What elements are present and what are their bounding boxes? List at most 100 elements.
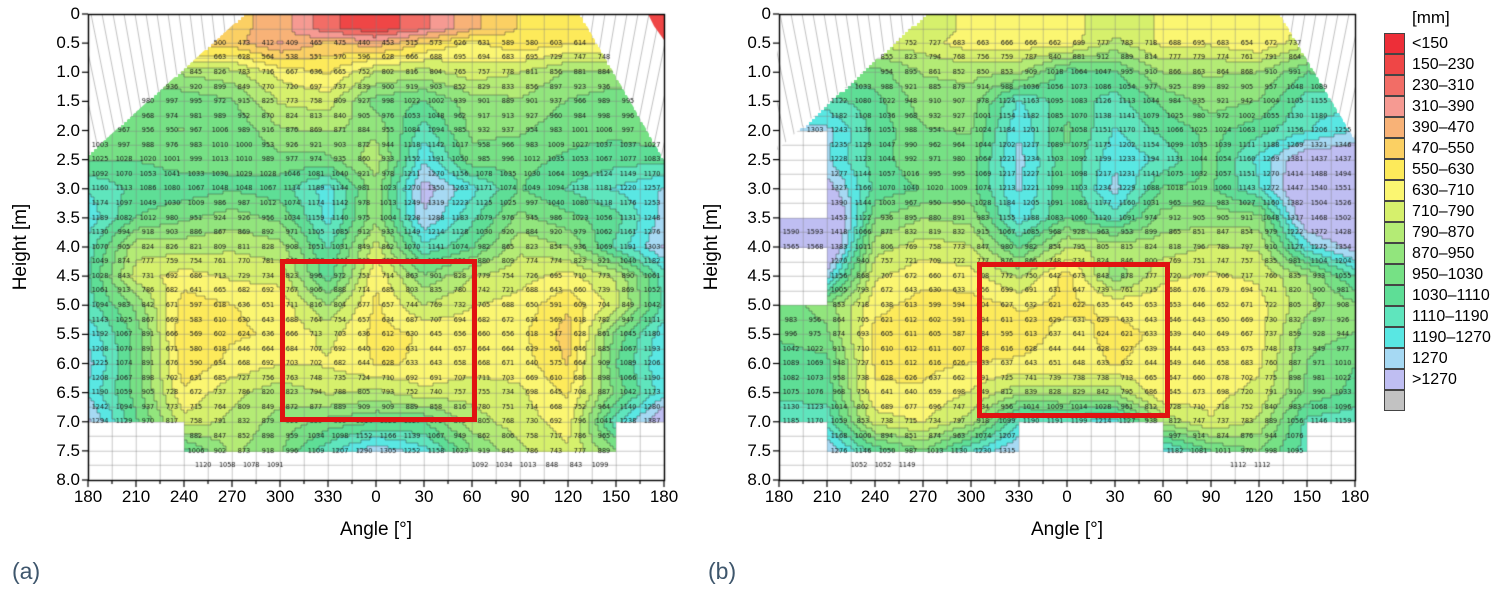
legend-swatch (1384, 33, 1405, 54)
y-tick-label: 4.0 (56, 237, 80, 256)
x-axis-label-a: Angle [°] (339, 519, 413, 540)
y-tick-label: 0 (761, 4, 771, 23)
legend-label: 310–390 (1412, 98, 1475, 115)
y-tick-label: 7.0 (747, 411, 771, 431)
x-tick-label: 90 (1201, 487, 1221, 506)
legend-label: 790–870 (1412, 224, 1475, 241)
x-tick-label: 270 (908, 487, 938, 506)
roi-box-a (280, 258, 477, 422)
x-tick-label: 30 (414, 487, 434, 506)
legend-swatch (1384, 327, 1405, 348)
legend-label: 150–230 (1412, 56, 1475, 73)
y-tick-label: 3.0 (56, 178, 80, 198)
y-tick-label: 2.0 (56, 120, 80, 140)
x-tick-label: 60 (1153, 487, 1173, 506)
x-tick-label: 240 (860, 487, 890, 506)
legend-label: 630–710 (1412, 182, 1475, 199)
x-tick-label: 210 (812, 487, 842, 506)
y-tick-label: 5.0 (56, 295, 80, 315)
y-tick-label: 3.5 (747, 207, 771, 227)
legend-swatch (1384, 159, 1405, 180)
legend-swatch (1384, 243, 1405, 264)
y-tick-label: 1.0 (747, 62, 771, 82)
legend-swatch (1384, 117, 1405, 138)
legend-swatch (1384, 348, 1405, 369)
x-tick-label: 240 (169, 487, 199, 506)
legend-label: 390–470 (1412, 119, 1475, 136)
y-tick-label: 5.5 (56, 324, 80, 344)
legend-swatch (1384, 285, 1405, 306)
y-tick-label: 6.0 (747, 353, 771, 373)
legend-swatch (1384, 369, 1405, 390)
y-tick-label: 8.0 (747, 470, 771, 489)
x-tick-label: 300 (265, 487, 295, 506)
legend-label: 1030–1110 (1412, 287, 1490, 304)
y-tick-label: 2.5 (56, 149, 80, 169)
legend-label: 230–310 (1412, 77, 1475, 94)
legend-title: [mm] (1412, 8, 1450, 27)
y-tick-label: 2.5 (747, 149, 771, 169)
legend-swatch (1384, 201, 1405, 222)
legend-swatch (1384, 138, 1405, 159)
legend-label: >1270 (1412, 371, 1457, 388)
x-tick-label: 330 (313, 487, 343, 506)
legend-swatch (1384, 264, 1405, 285)
x-tick-label: 0 (371, 487, 381, 506)
y-tick-label: 2.0 (747, 120, 771, 140)
legend-swatch (1384, 75, 1405, 96)
panel-label-b: (b) (708, 558, 737, 584)
legend-label: 710–790 (1412, 203, 1475, 220)
x-tick-label: 120 (553, 487, 583, 506)
legend-label: 470–550 (1412, 140, 1475, 157)
y-tick-label: 4.5 (747, 266, 771, 286)
legend-label: 1110–1190 (1412, 308, 1489, 325)
y-tick-label: 6.0 (56, 353, 80, 373)
y-tick-label: 4.0 (747, 237, 771, 256)
legend-swatch (1384, 96, 1405, 117)
x-tick-label: 180 (73, 487, 103, 506)
legend-swatch (1384, 306, 1405, 327)
legend-label: 550–630 (1412, 161, 1475, 178)
x-tick-label: 150 (1292, 487, 1322, 506)
y-tick-label: 7.5 (747, 440, 771, 460)
x-tick-label: 180 (1340, 487, 1370, 506)
x-tick-label: 270 (217, 487, 247, 506)
y-tick-label: 3.5 (56, 207, 80, 227)
legend-label: 1190–1270 (1412, 329, 1491, 346)
legend-swatch (1384, 54, 1405, 75)
x-tick-label: 330 (1004, 487, 1034, 506)
legend-label: 1270 (1412, 350, 1448, 367)
y-tick-label: 6.5 (56, 382, 80, 402)
legend-swatch (1384, 222, 1405, 243)
x-tick-label: 120 (1244, 487, 1274, 506)
x-tick-label: 210 (121, 487, 151, 506)
x-tick-label: 0 (1062, 487, 1072, 506)
y-tick-label: 6.5 (747, 382, 771, 402)
x-axis-label-b: Angle [°] (1030, 519, 1104, 540)
legend-label: <150 (1412, 35, 1449, 52)
x-tick-label: 150 (601, 487, 631, 506)
x-tick-label: 300 (956, 487, 986, 506)
x-tick-label: 180 (764, 487, 794, 506)
y-tick-label: 7.0 (56, 411, 80, 431)
y-tick-label: 0.5 (747, 33, 771, 53)
legend-swatch (1384, 180, 1405, 201)
x-tick-label: 90 (510, 487, 530, 506)
x-tick-label: 60 (462, 487, 482, 506)
y-tick-label: 1.5 (56, 91, 80, 111)
y-tick-label: 0 (70, 4, 80, 23)
y-tick-label: 0.5 (56, 33, 80, 53)
y-tick-label: 1.0 (56, 62, 80, 82)
legend-label: 870–950 (1412, 245, 1475, 262)
legend-swatch (1384, 390, 1405, 411)
x-tick-label: 180 (649, 487, 679, 506)
y-tick-label: 1.5 (747, 91, 771, 111)
y-tick-label: 5.5 (747, 324, 771, 344)
roi-box-b (977, 261, 1171, 418)
y-tick-label: 4.5 (56, 266, 80, 286)
y-tick-label: 8.0 (56, 470, 80, 489)
y-tick-label: 7.5 (56, 440, 80, 460)
legend-label: 950–1030 (1412, 266, 1484, 283)
